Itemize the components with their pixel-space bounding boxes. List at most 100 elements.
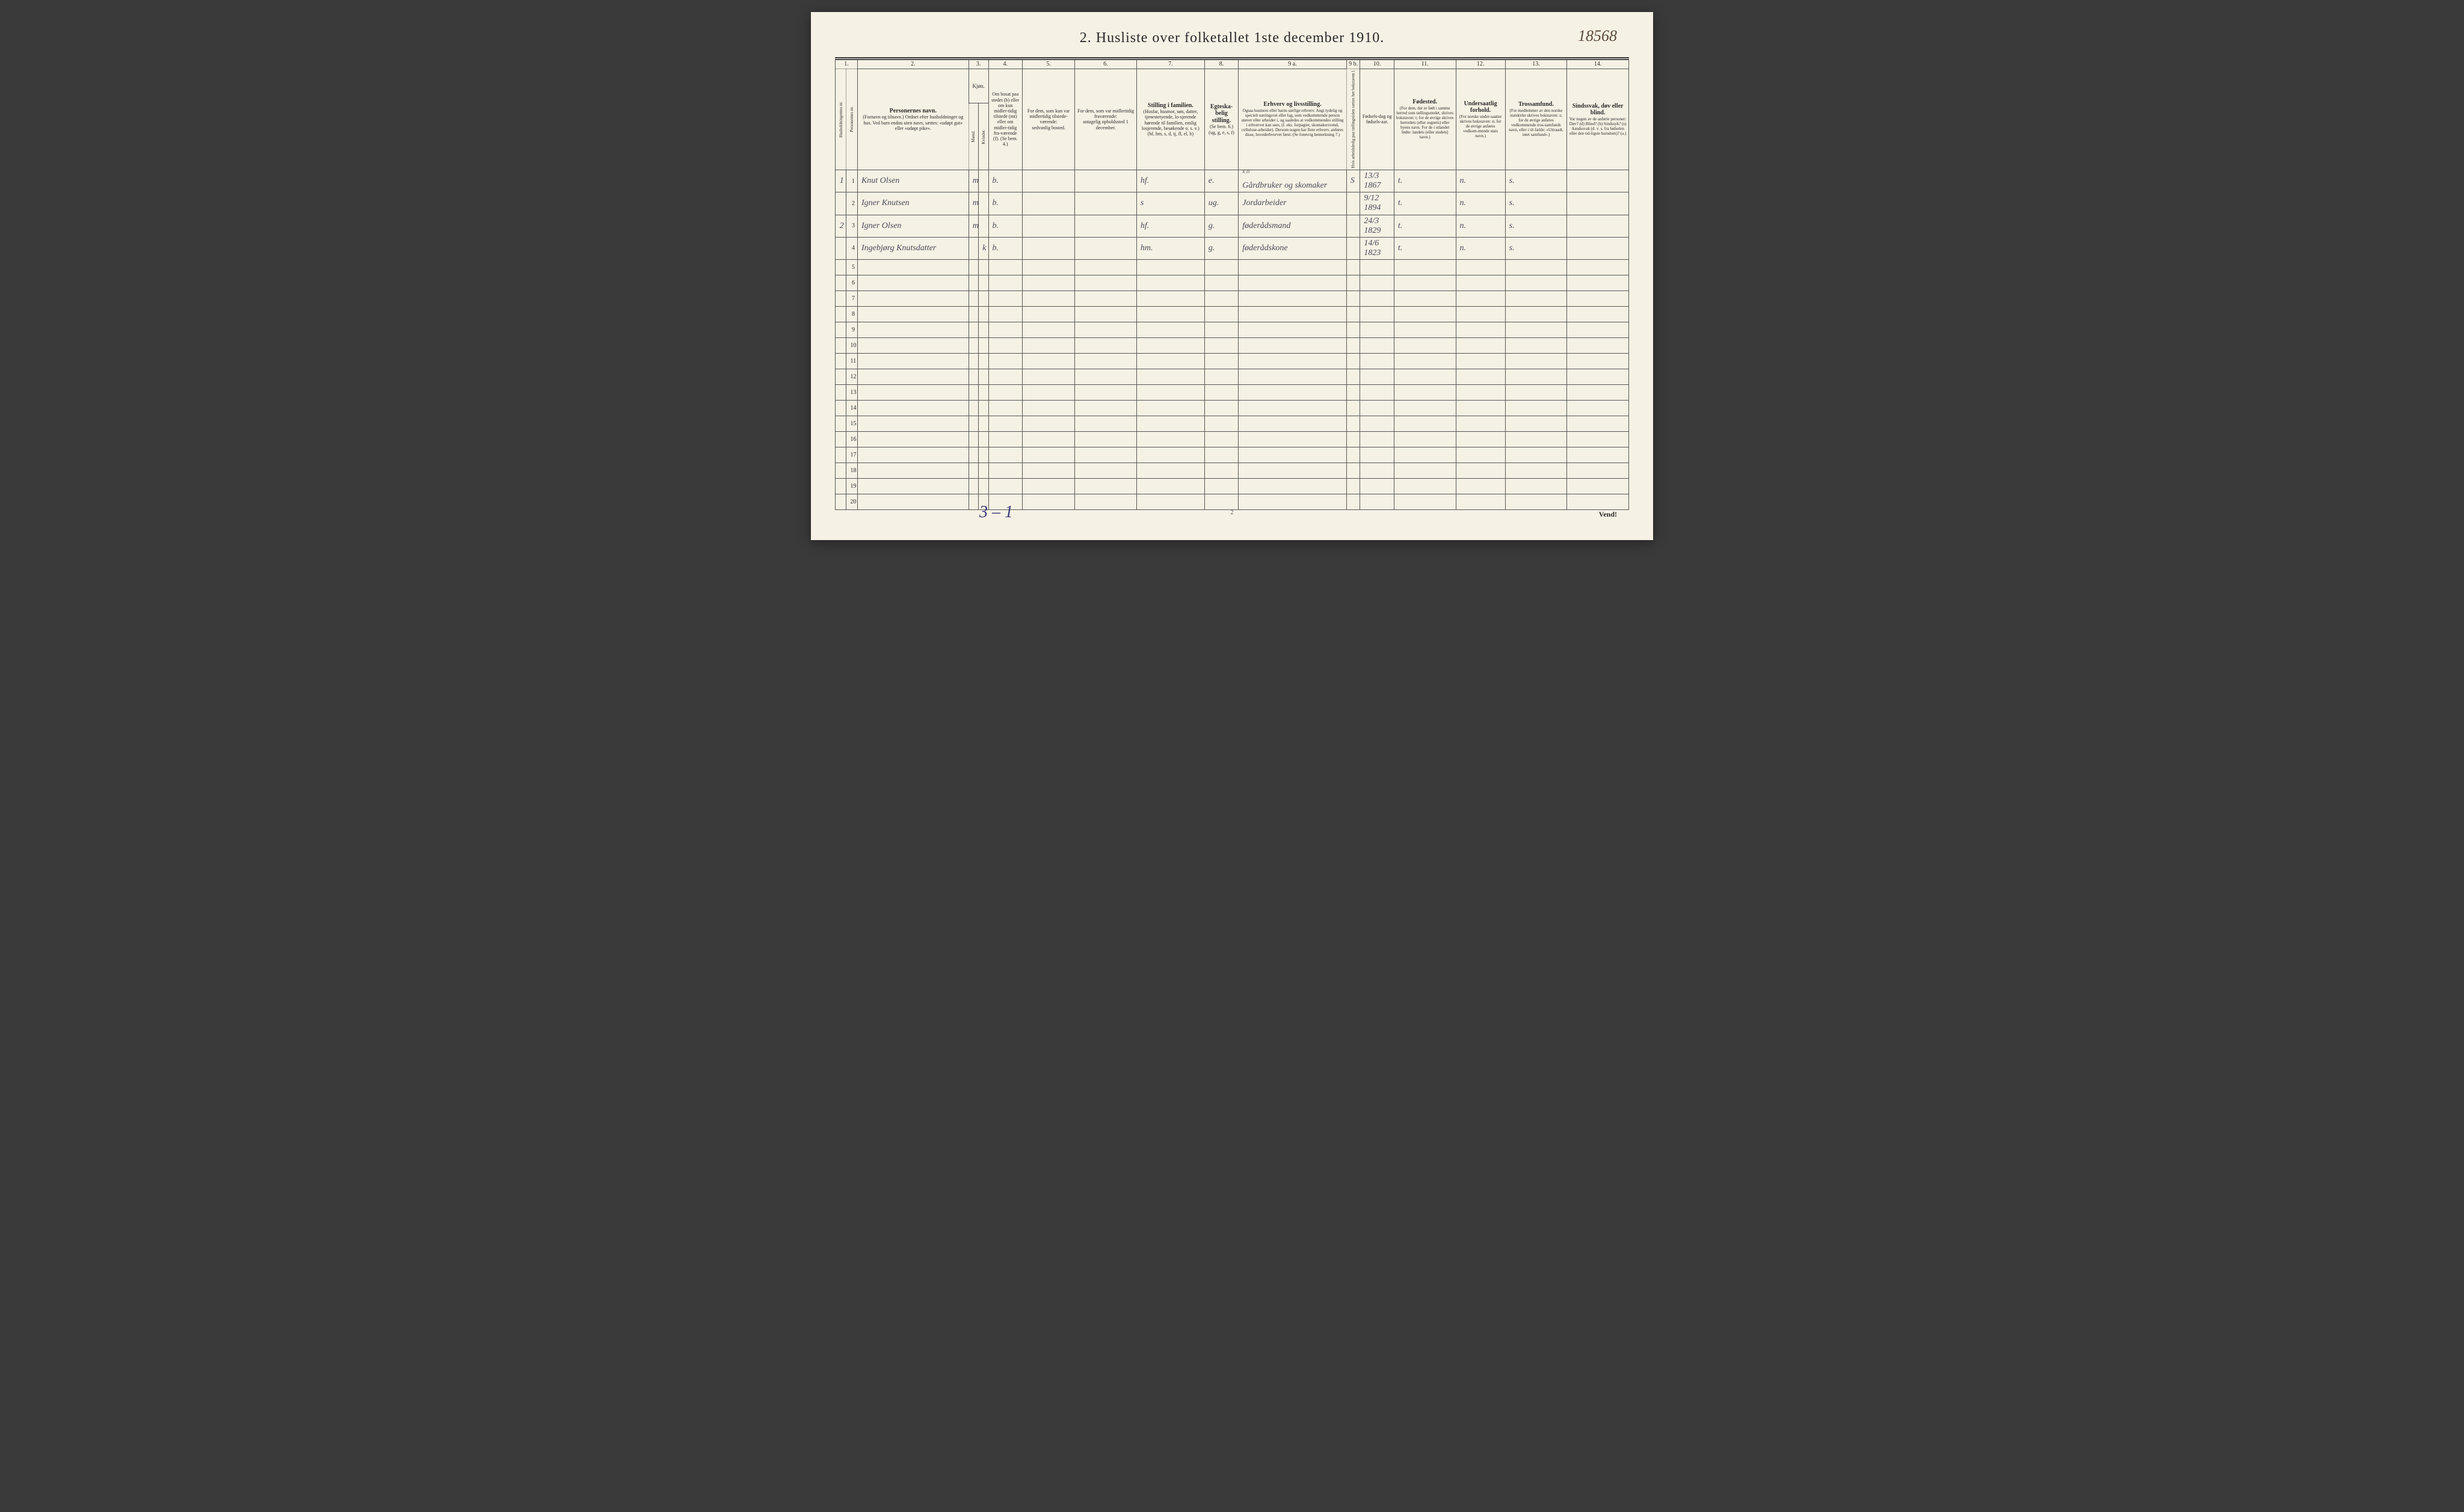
cell-empty	[1346, 353, 1360, 369]
hdr-c9a-main: Erhverv og livsstilling.	[1240, 101, 1344, 108]
cell-empty	[969, 369, 978, 384]
cell-empty	[1239, 306, 1347, 322]
cell-empty	[1360, 353, 1394, 369]
cell: 14/6 1823	[1360, 237, 1394, 259]
cell: 2	[836, 215, 846, 237]
cell: s.	[1505, 215, 1567, 237]
cell	[836, 237, 846, 259]
table-row-empty: 18	[836, 463, 1629, 478]
cell-empty	[1075, 306, 1137, 322]
cell-empty	[836, 369, 846, 384]
cell-empty	[1022, 306, 1074, 322]
hdr-c5-main: For dem, som kun var midlertidig tilsted…	[1024, 108, 1073, 125]
cell-empty	[1505, 431, 1567, 447]
cell-empty	[1456, 275, 1505, 290]
cell-empty	[969, 463, 978, 478]
cell-empty: 17	[846, 447, 857, 463]
hdr-c12: Undersaatlig forhold. (For norske under-…	[1456, 69, 1505, 170]
cell-empty	[1456, 447, 1505, 463]
cell-empty	[857, 337, 969, 353]
table-row-empty: 10	[836, 337, 1629, 353]
cell-empty	[1239, 478, 1347, 494]
cell-empty: 19	[846, 478, 857, 494]
cell-empty	[1394, 463, 1456, 478]
cell-empty	[1136, 353, 1204, 369]
table-row: 2Igner Knutsenmb.sug.Jordarbeider9/12 18…	[836, 192, 1629, 215]
cell: 3	[846, 215, 857, 237]
cell-empty	[1505, 463, 1567, 478]
cell-empty: 10	[846, 337, 857, 353]
hdr-bosat: Om bosat paa stedet (b) eller om kun mid…	[988, 69, 1022, 170]
cell-empty	[1239, 400, 1347, 416]
cell: hm.	[1136, 237, 1204, 259]
cell: x oGårdbruker og skomaker	[1239, 170, 1347, 192]
colnum-9b: 9 b.	[1346, 60, 1360, 69]
hdr-c11-sub: (For dem, der er født i samme herred som…	[1396, 106, 1454, 140]
cell: s.	[1505, 170, 1567, 192]
cell-empty	[1239, 416, 1347, 431]
hdr-maend: Mænd.	[969, 103, 978, 170]
cell: b.	[988, 215, 1022, 237]
cell-empty	[1075, 369, 1137, 384]
cell-empty	[836, 400, 846, 416]
cell-empty	[979, 306, 988, 322]
cell: b.	[988, 237, 1022, 259]
cell-empty	[1456, 369, 1505, 384]
cell-empty	[1360, 416, 1394, 431]
cell-empty	[979, 275, 988, 290]
colnum-1: 1.	[836, 60, 858, 69]
hdr-c12-main: Undersaatlig forhold.	[1458, 100, 1503, 114]
cell-empty	[1075, 337, 1137, 353]
cell	[1567, 170, 1629, 192]
cell-empty	[1136, 463, 1204, 478]
table-body: 11Knut Olsenmb.hf.e.x oGårdbruker og sko…	[836, 170, 1629, 510]
cell-empty	[1394, 337, 1456, 353]
cell-empty	[1360, 259, 1394, 275]
cell-empty: 18	[846, 463, 857, 478]
cell-empty	[1394, 478, 1456, 494]
cell-empty	[836, 259, 846, 275]
cell-empty	[1075, 416, 1137, 431]
cell-empty	[1346, 306, 1360, 322]
cell-empty	[1360, 494, 1394, 509]
table-row-empty: 17	[836, 447, 1629, 463]
cell-empty	[1505, 353, 1567, 369]
cell	[1567, 192, 1629, 215]
cell-empty	[969, 478, 978, 494]
cell-empty	[1136, 400, 1204, 416]
cell-empty	[988, 478, 1022, 494]
cell-empty	[836, 275, 846, 290]
cell-empty	[857, 306, 969, 322]
cell: n.	[1456, 192, 1505, 215]
table-row-empty: 14	[836, 400, 1629, 416]
table-row-empty: 19	[836, 478, 1629, 494]
colnum-13: 13.	[1505, 60, 1567, 69]
cell-empty	[1567, 478, 1629, 494]
cell-empty	[1022, 400, 1074, 416]
cell-empty	[1456, 384, 1505, 400]
cell-empty	[988, 337, 1022, 353]
cell-empty	[969, 384, 978, 400]
hdr-c13-main: Trossamfund.	[1508, 101, 1565, 108]
cell: 24/3 1829	[1360, 215, 1394, 237]
cell-empty	[988, 400, 1022, 416]
cell: 1	[836, 170, 846, 192]
cell-empty	[1394, 447, 1456, 463]
cell-empty	[857, 400, 969, 416]
cell-empty	[836, 463, 846, 478]
cell-empty	[1075, 494, 1137, 509]
cell	[1022, 215, 1074, 237]
cell-empty	[1346, 447, 1360, 463]
cell-empty	[1346, 416, 1360, 431]
cell-empty	[836, 290, 846, 306]
colnum-2: 2.	[857, 60, 969, 69]
cell-empty	[1075, 463, 1137, 478]
hdr-c8-main: Egteska-belig stilling.	[1207, 103, 1236, 124]
cell-empty	[857, 447, 969, 463]
cell-empty	[988, 416, 1022, 431]
hdr-c13-sub: (For medlemmer av den norske statskirke …	[1508, 108, 1565, 137]
cell-empty	[979, 416, 988, 431]
cell-empty	[1360, 322, 1394, 337]
cell-empty	[1394, 353, 1456, 369]
cell-empty	[1360, 275, 1394, 290]
